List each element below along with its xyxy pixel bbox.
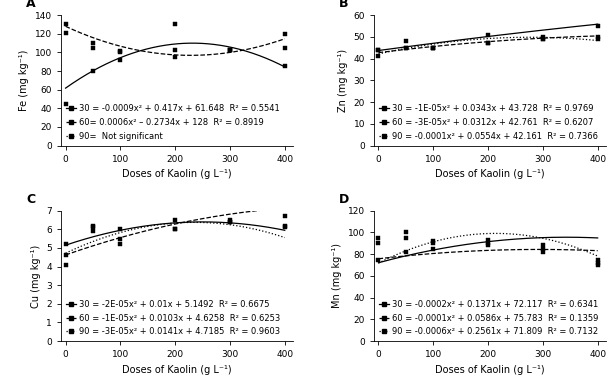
Legend: 30 = -0.0002x² + 0.1371x + 72.117  R² = 0.6341, 60 = -0.0001x² + 0.0586x + 75.78: 30 = -0.0002x² + 0.1371x + 72.117 R² = 0… (378, 299, 599, 337)
Y-axis label: Mn (mg kg⁻¹): Mn (mg kg⁻¹) (332, 243, 342, 309)
Legend: 30 = -0.0009x² + 0.417x + 61.648  R² = 0.5541, 60= 0.0006x² – 0.2734x + 128  R² : 30 = -0.0009x² + 0.417x + 61.648 R² = 0.… (65, 103, 280, 141)
Y-axis label: Cu (mg kg⁻¹): Cu (mg kg⁻¹) (31, 244, 41, 307)
Legend: 30 = -1E-05x² + 0.0343x + 43.728  R² = 0.9769, 60 = -3E-05x² + 0.0312x + 42.761 : 30 = -1E-05x² + 0.0343x + 43.728 R² = 0.… (378, 103, 599, 141)
X-axis label: Doses of Kaolin (g L⁻¹): Doses of Kaolin (g L⁻¹) (122, 365, 232, 375)
Text: A: A (26, 0, 36, 10)
Text: C: C (26, 193, 35, 205)
X-axis label: Doses of Kaolin (g L⁻¹): Doses of Kaolin (g L⁻¹) (435, 365, 545, 375)
Text: B: B (339, 0, 349, 10)
Y-axis label: Zn (mg kg⁻¹): Zn (mg kg⁻¹) (338, 49, 348, 112)
Legend: 30 = -2E-05x² + 0.01x + 5.1492  R² = 0.6675, 60 = -1E-05x² + 0.0103x + 4.6258  R: 30 = -2E-05x² + 0.01x + 5.1492 R² = 0.66… (65, 299, 281, 337)
Text: D: D (339, 193, 349, 205)
X-axis label: Doses of Kaolin (g L⁻¹): Doses of Kaolin (g L⁻¹) (435, 169, 545, 179)
Y-axis label: Fe (mg kg⁻¹): Fe (mg kg⁻¹) (20, 50, 29, 111)
X-axis label: Doses of Kaolin (g L⁻¹): Doses of Kaolin (g L⁻¹) (122, 169, 232, 179)
